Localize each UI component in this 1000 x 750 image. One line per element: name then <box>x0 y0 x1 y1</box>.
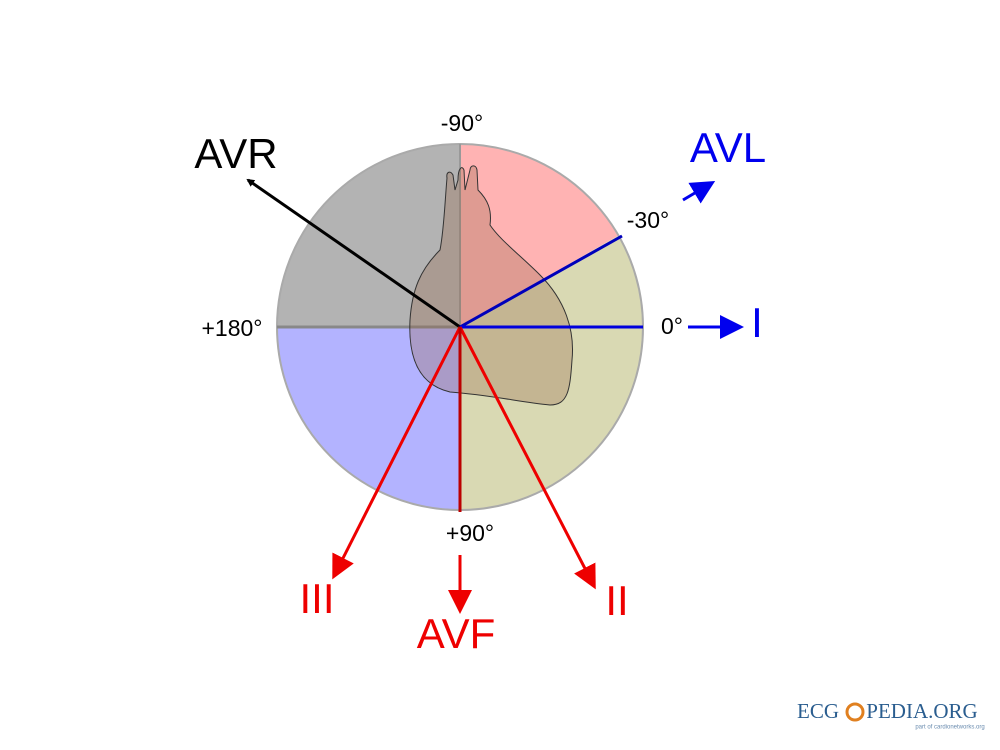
lead-label: III <box>299 575 334 622</box>
axis-ii <box>458 326 596 590</box>
sector <box>460 144 619 327</box>
angle-label: -30° <box>627 207 669 233</box>
lead-label: AVF <box>417 610 496 657</box>
angle-label: +180° <box>201 315 262 341</box>
lead-label: AVR <box>194 130 277 177</box>
logo-icon <box>845 702 865 722</box>
logo-text: ECG <box>797 699 839 723</box>
lead-axes <box>246 178 744 614</box>
sector <box>277 327 460 510</box>
lead-label: II <box>605 577 628 624</box>
lead-label: I <box>751 299 763 346</box>
lead-label: AVL <box>690 124 766 171</box>
axis-avl-arrow <box>682 180 716 204</box>
axis-iii <box>332 326 462 580</box>
sector <box>277 144 460 327</box>
sectors <box>276 143 644 511</box>
logo: ECG PEDIA.ORG part of cardionetworks.org <box>797 699 985 731</box>
angle-label: +90° <box>446 520 494 546</box>
angle-label: 0° <box>661 313 683 339</box>
axis-avr <box>246 178 461 329</box>
sector <box>460 235 644 510</box>
angle-label: -90° <box>441 110 483 136</box>
logo-text: PEDIA.ORG <box>866 699 977 723</box>
logo-tagline: part of cardionetworks.org <box>915 725 984 731</box>
axis-avl <box>459 234 623 329</box>
